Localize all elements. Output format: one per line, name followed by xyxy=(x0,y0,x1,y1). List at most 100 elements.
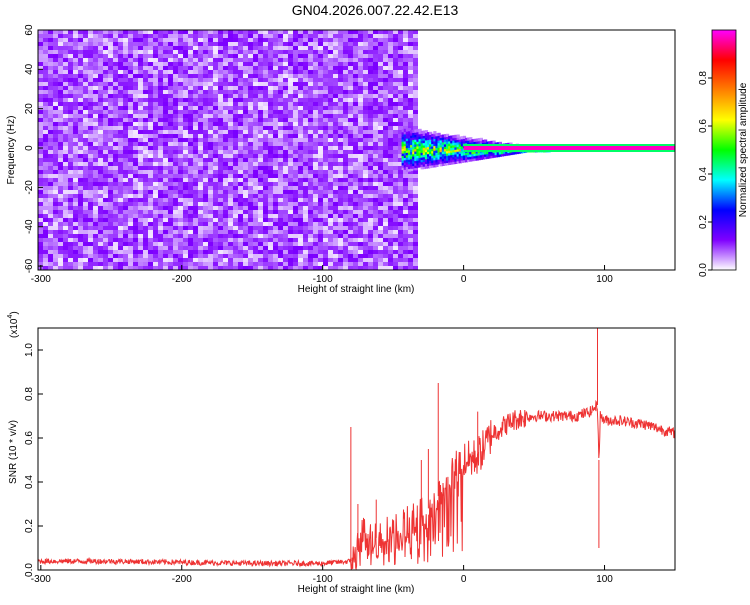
spectrogram-cell xyxy=(228,130,233,134)
spectrogram-cell xyxy=(443,148,448,152)
spectrogram-cell xyxy=(368,50,373,54)
spectrogram-cell xyxy=(188,42,193,46)
spectrogram-cell xyxy=(58,210,63,214)
spectrogram-cell xyxy=(63,126,68,130)
spectrogram-cell xyxy=(188,58,193,62)
spectrogram-cell xyxy=(93,170,98,174)
spectrogram-cell xyxy=(83,242,88,246)
spectrogram-cell xyxy=(223,214,228,218)
spectrogram-cell xyxy=(58,186,63,190)
spectrogram-cell xyxy=(123,110,128,114)
spectrogram-cell xyxy=(78,242,83,246)
spectrogram-cell xyxy=(348,94,353,98)
spectrogram-cell xyxy=(218,250,223,254)
spectrogram-cell xyxy=(313,38,318,42)
spectrogram-cell xyxy=(38,98,43,102)
spectrogram-cell xyxy=(333,30,338,34)
spectrogram-cell xyxy=(38,262,43,266)
spectrogram-cell xyxy=(358,190,363,194)
spectrogram-cell xyxy=(203,78,208,82)
spectrogram-cell xyxy=(283,106,288,110)
spectrogram-cell xyxy=(398,126,403,130)
spectrogram-cell xyxy=(128,202,133,206)
spectrogram-cell xyxy=(78,110,83,114)
spectrogram-cell xyxy=(318,106,323,110)
spectrogram-cell xyxy=(63,190,68,194)
spectrogram-cell xyxy=(293,226,298,230)
spectrogram-cell xyxy=(78,66,83,70)
spectrogram-cell xyxy=(293,238,298,242)
spectrogram-cell xyxy=(248,50,253,54)
spectrogram-cell xyxy=(439,153,443,157)
spectrogram-cell xyxy=(318,58,323,62)
spectrogram-cell xyxy=(73,186,78,190)
spectrogram-cell xyxy=(73,182,78,186)
spectrogram-cell xyxy=(68,194,73,198)
spectrogram-cell xyxy=(318,190,323,194)
spectrogram-cell xyxy=(48,170,53,174)
spectrogram-cell xyxy=(218,178,223,182)
spectrogram-cell xyxy=(228,30,233,34)
spectrogram-cell xyxy=(328,142,333,146)
spectrogram-cell xyxy=(173,118,178,122)
spectrogram-cell xyxy=(403,122,408,126)
spectrogram-cell xyxy=(308,186,313,190)
spectrogram-cell xyxy=(93,74,98,78)
spectrogram-cell xyxy=(163,98,168,102)
spectrogram-cell xyxy=(407,142,412,146)
spectrogram-cell xyxy=(158,90,163,94)
spectrogram-cell xyxy=(383,258,388,262)
spectrogram-cell xyxy=(258,194,263,198)
spectrogram-cell xyxy=(303,146,308,150)
spectrogram-cell xyxy=(208,158,213,162)
spectrogram-cell xyxy=(148,122,153,126)
spectrogram-cell xyxy=(333,198,338,202)
spectrogram-cell xyxy=(78,182,83,186)
spectrogram-cell xyxy=(378,78,383,82)
spectrogram-cell xyxy=(368,194,373,198)
spectrogram-cell xyxy=(323,246,328,250)
spectrogram-cell xyxy=(278,134,283,138)
spectrogram-cell xyxy=(293,54,298,58)
spectrogram-cell xyxy=(93,86,98,90)
spectrogram-cell xyxy=(462,157,467,161)
spectrogram-cell xyxy=(228,238,233,242)
spectrogram-cell xyxy=(168,102,173,106)
spectrogram-cell xyxy=(223,110,228,114)
spectrogram-cell xyxy=(168,94,173,98)
spectrogram-cell xyxy=(308,222,313,226)
spectrogram-cell xyxy=(393,38,398,42)
spectrogram-cell xyxy=(163,138,168,142)
spectrogram-cell xyxy=(408,62,413,66)
spectrogram-cell xyxy=(248,186,253,190)
spectrogram-cell xyxy=(328,206,333,210)
spectrogram-cell xyxy=(403,147,407,151)
spectrogram-cell xyxy=(268,182,273,186)
spectrogram-cell xyxy=(403,118,408,122)
spectrogram-cell xyxy=(158,150,163,154)
spectrogram-cell xyxy=(113,106,118,110)
spectrogram-cell xyxy=(133,154,138,158)
spectrogram-cell xyxy=(228,46,233,50)
spectrogram-cell xyxy=(383,218,388,222)
spectrogram-cell xyxy=(138,166,143,170)
spectrogram-cell xyxy=(363,38,368,42)
spectrogram-cell xyxy=(422,151,426,155)
spectrogram-cell xyxy=(188,246,193,250)
spectrogram-cell xyxy=(273,238,278,242)
spectrogram-cell xyxy=(73,174,78,178)
spectrogram-cell xyxy=(128,90,133,94)
spectrogram-cell xyxy=(203,178,208,182)
spectrogram-cell xyxy=(148,166,153,170)
spectrogram-cell xyxy=(38,218,43,222)
spectrogram-cell xyxy=(378,154,383,158)
spectrogram-cell xyxy=(248,166,253,170)
spectrogram-cell xyxy=(403,190,408,194)
spectrogram-cell xyxy=(173,258,178,262)
spectrogram-cell xyxy=(178,226,183,230)
spectrogram-cell xyxy=(93,130,98,134)
spectrogram-cell xyxy=(128,166,133,170)
spectrogram-cell xyxy=(78,90,83,94)
spectrogram-cell xyxy=(358,182,363,186)
spectrogram-cell xyxy=(283,242,288,246)
